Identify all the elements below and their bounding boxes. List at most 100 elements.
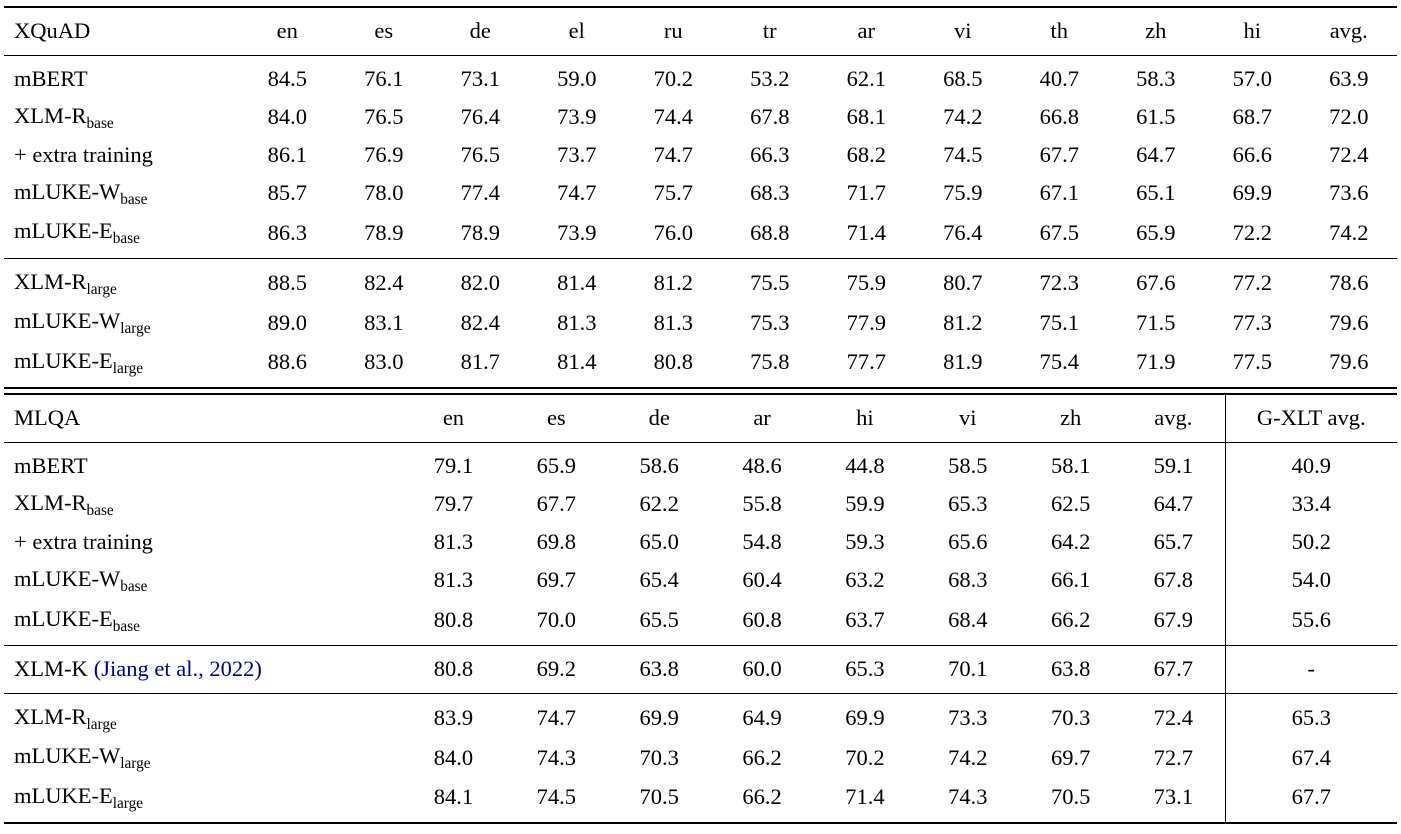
- score-cell: 76.5: [364, 103, 404, 129]
- score-cell: 83.1: [364, 309, 404, 335]
- row-group: mBERT 84.5 76.1 73.1 59.0 70.2 53.2 62.1 68.5 40.…: [4, 55, 1397, 258]
- score-cell: 67.7: [1153, 656, 1193, 681]
- model-size-subscript: base: [112, 617, 140, 635]
- column-header: el: [568, 18, 585, 43]
- row-label: mLUKE-Ebase: [4, 213, 239, 258]
- row-group: mBERT 79.1 65.9 58.6 48.6 44.8 58.5 58.1 59.1 40.…: [4, 442, 1397, 646]
- score-cell: 74.2: [943, 103, 983, 129]
- score-cell: 70.2: [653, 65, 693, 91]
- model-name: mLUKE-W: [14, 566, 121, 592]
- score-cell: 83.0: [364, 349, 404, 375]
- column-header: ar: [753, 405, 771, 431]
- row-label: XLM-Rlarge: [4, 693, 402, 738]
- score-cell: 50.2: [1224, 524, 1397, 562]
- score-cell: 64.9: [742, 705, 782, 731]
- score-cell: 40.9: [1224, 442, 1397, 485]
- score-cell: 61.5: [1136, 103, 1176, 129]
- score-cell: 67.8: [1153, 567, 1193, 593]
- model-size-subscript: large: [112, 359, 144, 377]
- score-cell: -: [1224, 645, 1397, 694]
- model-name: mLUKE-E: [14, 347, 113, 373]
- score-cell: 77.4: [460, 180, 500, 206]
- score-cell: 71.4: [846, 219, 886, 245]
- score-cell: 69.7: [1051, 744, 1091, 770]
- score-cell: 74.5: [536, 784, 576, 810]
- citation-link[interactable]: (Jiang et al., 2022): [93, 656, 262, 681]
- score-cell: 75.3: [750, 309, 790, 335]
- score-cell: 64.7: [1136, 142, 1176, 168]
- column-header: zh: [1060, 405, 1082, 431]
- column-header: en: [276, 18, 298, 43]
- score-cell: 73.6: [1329, 180, 1369, 206]
- score-cell: 66.2: [742, 784, 782, 810]
- score-cell: 67.1: [1039, 180, 1079, 206]
- row-label: XLM-Rbase: [4, 485, 402, 524]
- score-cell: 71.9: [1136, 349, 1176, 375]
- score-cell: 72.4: [1153, 705, 1193, 731]
- table-row: XLM-K (Jiang et al., 2022) 80.8 69.2 63.8 60.…: [4, 645, 1397, 694]
- model-name: mBERT: [14, 453, 88, 478]
- table-row: XLM-Rbase 84.0 76.5 76.4 73.9 74.4 67.8 68.1 74.…: [4, 98, 1397, 137]
- score-cell: 81.3: [433, 567, 474, 593]
- score-cell: 81.2: [653, 270, 693, 296]
- score-cell: 66.3: [750, 142, 790, 168]
- model-name: mLUKE-E: [14, 218, 113, 244]
- score-cell: 62.1: [846, 65, 886, 91]
- model-size-subscript: large: [86, 280, 117, 298]
- score-cell: 74.7: [536, 705, 576, 731]
- score-cell: 86.3: [267, 219, 307, 245]
- model-name: XLM-R: [14, 268, 87, 294]
- model-size-subscript: large: [120, 755, 151, 773]
- column-header: de: [648, 405, 670, 431]
- model-name: mLUKE-E: [14, 605, 113, 631]
- score-cell: 71.4: [845, 784, 885, 810]
- score-cell: 65.9: [536, 453, 576, 478]
- column-header: ar: [857, 18, 875, 43]
- score-cell: 59.0: [557, 65, 597, 91]
- row-label: mLUKE-Ebase: [4, 601, 402, 646]
- column-header: en: [442, 405, 465, 431]
- score-cell: 88.6: [267, 349, 307, 375]
- table-row: XLM-Rlarge 88.5 82.4 82.0 81.4 81.2 75.5 75.9 80…: [4, 258, 1397, 303]
- score-cell: 66.2: [742, 744, 782, 770]
- score-cell: 81.4: [557, 349, 597, 375]
- column-header: th: [1050, 18, 1068, 43]
- score-cell: 76.5: [460, 142, 500, 168]
- score-cell: 75.4: [1039, 349, 1079, 375]
- column-header: vi: [959, 405, 977, 431]
- score-cell: 77.3: [1232, 309, 1272, 335]
- score-cell: 67.7: [1039, 142, 1079, 168]
- model-name: mLUKE-W: [14, 178, 121, 204]
- score-cell: 75.8: [750, 349, 790, 375]
- score-cell: 70.5: [639, 784, 679, 810]
- header-row: XQuAD en es de el ru tr ar vi th zh hi avg.: [4, 7, 1397, 55]
- score-cell: 70.3: [639, 744, 679, 770]
- score-cell: 65.4: [639, 567, 679, 593]
- score-cell: 78.6: [1329, 270, 1369, 296]
- score-cell: 79.6: [1329, 349, 1369, 375]
- table-row: mLUKE-Ebase 80.8 70.0 65.5 60.8 63.7 68.4 66.2 6…: [4, 600, 1397, 646]
- row-label: mLUKE-Wlarge: [4, 303, 239, 342]
- score-cell: 74.3: [536, 744, 576, 770]
- column-header: tr: [762, 18, 777, 43]
- score-cell: 62.2: [639, 491, 679, 517]
- score-cell: 67.7: [1224, 777, 1397, 824]
- score-cell: 76.1: [364, 65, 404, 91]
- score-cell: 84.5: [267, 65, 307, 91]
- score-cell: 75.9: [943, 180, 983, 206]
- model-size-subscript: base: [120, 190, 148, 208]
- score-cell: 69.2: [536, 656, 576, 681]
- score-cell: 72.4: [1329, 142, 1369, 168]
- column-header: vi: [953, 18, 972, 43]
- score-cell: 40.7: [1039, 65, 1079, 91]
- score-cell: 72.3: [1039, 270, 1079, 296]
- score-cell: 84.0: [267, 103, 307, 129]
- score-cell: 63.8: [1051, 656, 1091, 681]
- score-cell: 60.0: [742, 656, 782, 681]
- score-cell: 65.1: [1136, 180, 1176, 206]
- score-cell: 68.5: [943, 65, 983, 91]
- score-cell: 65.7: [1153, 529, 1193, 555]
- table-row: mBERT 84.5 76.1 73.1 59.0 70.2 53.2 62.1 68.5 40.…: [4, 55, 1397, 97]
- score-cell: 69.9: [1232, 180, 1272, 206]
